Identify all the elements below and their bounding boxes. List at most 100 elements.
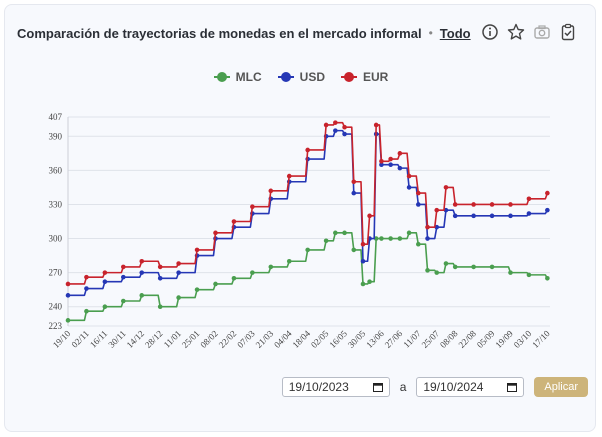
- x-tick-label: 19/09: [493, 328, 515, 350]
- y-tick-label: 330: [49, 199, 63, 209]
- legend-item-usd[interactable]: USD: [277, 70, 325, 84]
- data-point-mlc: [425, 268, 430, 273]
- header-icons: [481, 23, 577, 41]
- x-tick-label: 22/08: [456, 328, 478, 350]
- data-point-usd: [342, 131, 347, 137]
- clipboard-icon[interactable]: [559, 23, 577, 41]
- data-point-eur: [121, 264, 126, 270]
- x-tick-label: 02/11: [70, 328, 91, 349]
- data-point-eur: [471, 202, 476, 207]
- data-point-eur: [157, 264, 163, 270]
- data-point-mlc: [471, 264, 476, 270]
- info-icon[interactable]: [481, 23, 499, 41]
- data-point-eur: [379, 158, 384, 164]
- x-tick-label: 02/05: [309, 328, 331, 350]
- x-tick-label: 13/06: [364, 328, 386, 350]
- x-tick-label: 16/05: [327, 328, 349, 350]
- data-point-usd: [508, 213, 513, 219]
- x-tick-label: 05/09: [475, 328, 497, 350]
- data-point-eur: [213, 230, 218, 236]
- x-tick-label: 25/07: [420, 328, 442, 350]
- data-point-usd: [545, 207, 550, 213]
- data-point-mlc: [286, 258, 292, 264]
- end-date-input[interactable]: 19/10/2024: [416, 377, 525, 397]
- data-point-eur: [65, 281, 71, 287]
- data-point-eur: [351, 179, 357, 185]
- legend-label-mlc: MLC: [235, 70, 262, 84]
- legend-label-eur: EUR: [363, 70, 389, 84]
- legend-label-usd: USD: [299, 70, 325, 84]
- y-tick-label: 407: [49, 112, 63, 122]
- data-point-mlc: [360, 281, 366, 287]
- data-point-eur: [84, 274, 89, 280]
- data-point-usd: [121, 274, 126, 280]
- data-point-eur: [388, 156, 393, 162]
- data-point-mlc: [157, 304, 163, 309]
- data-point-usd: [333, 128, 338, 133]
- data-point-mlc: [250, 270, 255, 275]
- data-point-eur: [397, 151, 403, 156]
- legend-item-mlc[interactable]: MLC: [213, 70, 262, 84]
- data-point-eur: [333, 120, 338, 125]
- filter-all-link[interactable]: Todo: [439, 25, 471, 41]
- data-point-mlc: [213, 281, 218, 287]
- series-line-usd: [68, 129, 549, 297]
- data-point-usd: [157, 275, 163, 281]
- x-tick-label: 16/11: [88, 328, 109, 349]
- data-point-eur: [367, 213, 372, 219]
- data-point-usd: [379, 162, 384, 168]
- data-point-mlc: [443, 261, 449, 266]
- x-tick-label: 04/04: [272, 328, 294, 350]
- y-tick-label: 240: [49, 302, 63, 312]
- camera-icon[interactable]: [533, 23, 551, 41]
- data-point-mlc: [84, 308, 89, 314]
- data-point-mlc: [388, 236, 393, 241]
- x-tick-label: 11/07: [401, 328, 423, 350]
- apply-button[interactable]: Aplicar: [534, 377, 588, 397]
- data-point-mlc: [379, 236, 384, 241]
- data-point-usd: [406, 185, 412, 190]
- x-tick-label: 19/10: [51, 328, 73, 350]
- x-tick-label: 25/01: [180, 328, 202, 350]
- y-tick-label: 360: [49, 165, 63, 175]
- start-date-value: 19/10/2023: [288, 380, 349, 394]
- data-point-mlc: [351, 247, 357, 253]
- x-tick-label: 17/10: [530, 328, 552, 350]
- date-range-controls: 19/10/2023 a 19/10/2024 Aplicar: [281, 377, 588, 397]
- x-tick-label: 21/03: [254, 328, 276, 350]
- legend-swatch-mlc: [213, 72, 230, 82]
- data-point-eur: [194, 247, 200, 253]
- data-point-eur: [416, 190, 421, 196]
- x-tick-label: 30/05: [346, 328, 368, 350]
- legend-item-eur[interactable]: EUR: [341, 70, 388, 84]
- data-point-usd: [102, 279, 108, 285]
- data-point-mlc: [323, 238, 329, 244]
- data-point-mlc: [545, 275, 550, 281]
- data-point-eur: [508, 202, 513, 207]
- data-point-mlc: [139, 293, 145, 298]
- y-tick-label: 390: [49, 131, 63, 141]
- data-point-mlc: [231, 275, 237, 281]
- data-point-usd: [526, 211, 532, 216]
- data-point-mlc: [434, 270, 440, 275]
- x-tick-label: 03/10: [512, 328, 534, 350]
- title-separator: •: [428, 26, 433, 40]
- x-tick-label: 28/12: [143, 328, 165, 350]
- data-point-mlc: [305, 247, 310, 253]
- chart-title: Comparación de trayectorias de monedas e…: [17, 25, 422, 41]
- data-point-usd: [489, 213, 495, 219]
- data-point-usd: [360, 258, 366, 264]
- y-tick-label: 270: [49, 268, 63, 278]
- data-point-eur: [176, 261, 181, 266]
- data-point-eur: [434, 207, 440, 213]
- y-tick-label: 300: [49, 234, 63, 244]
- data-point-eur: [286, 173, 292, 179]
- data-point-usd: [65, 293, 71, 298]
- x-tick-label: 08/08: [438, 328, 460, 350]
- calendar-icon: [507, 383, 518, 392]
- data-point-eur: [373, 122, 379, 128]
- data-point-eur: [360, 241, 366, 247]
- start-date-input[interactable]: 19/10/2023: [281, 377, 390, 397]
- data-point-eur: [452, 202, 458, 207]
- star-icon[interactable]: [507, 23, 525, 41]
